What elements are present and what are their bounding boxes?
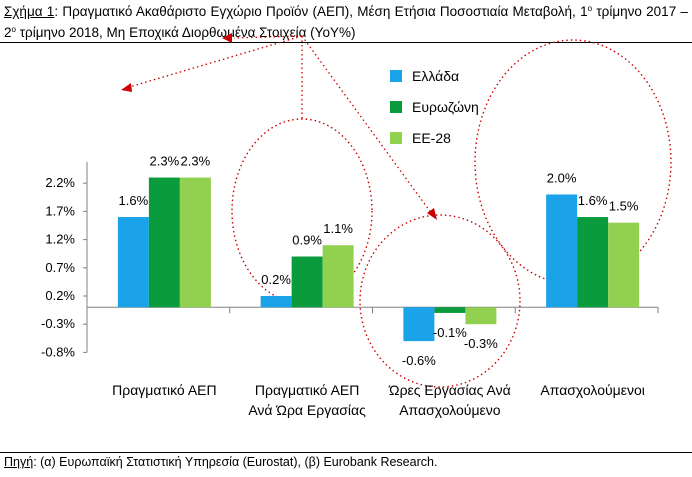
bar-2-3 [434, 307, 466, 313]
figure-caption: Σχήμα 1: Πραγματικό Ακαθάριστο Εγχώριο Π… [4, 1, 688, 43]
category-label: Πραγματικό ΑΕΠ [112, 382, 217, 398]
bar-1-1 [117, 217, 149, 308]
y-tick-label: -0.3% [41, 316, 75, 331]
legend-swatch [390, 70, 402, 82]
data-label: 0.2% [261, 272, 291, 287]
y-tick-label: -0.8% [41, 344, 75, 359]
caption-text-a: : Πραγματικό Ακαθάριστο Εγχώριο Προϊόν (… [54, 4, 588, 19]
legend-swatch [390, 132, 402, 144]
caption-text-c: τρίμηνο 2018, Μη Εποχικά Διορθωμένα Στοι… [15, 25, 356, 40]
data-label: 1.1% [323, 221, 353, 236]
annotation-ellipse [359, 214, 521, 388]
annotation-line [233, 35, 303, 39]
caption-text-b: τρίμηνο 2017 – 2 [4, 4, 688, 40]
y-tick-label: 1.7% [45, 203, 75, 218]
y-tick-label: 0.7% [45, 260, 75, 275]
category-label-line: Απασχολούμενοι [540, 382, 644, 398]
annotation-arrowhead [222, 33, 232, 43]
category-label: Πραγματικό ΑΕΠ Ανά Ώρα Εργασίας [248, 382, 366, 418]
annotation-line [125, 35, 303, 89]
category-label: Απασχολούμενοι [540, 382, 644, 398]
bar-3-3 [465, 307, 497, 325]
legend-swatch [390, 101, 402, 113]
caption-divider [0, 42, 692, 43]
category-label-line: Απασχολούμενο [399, 402, 501, 418]
bar-1-2 [260, 296, 292, 308]
legend-label: Ευρωζώνη [412, 99, 479, 115]
bar-3-1 [179, 177, 211, 308]
bar-2-2 [291, 256, 323, 308]
data-label: 1.6% [119, 193, 149, 208]
source-label: Πηγή [4, 455, 34, 469]
data-label: 2.0% [547, 170, 577, 185]
caption-sup-a: ο [587, 4, 593, 13]
category-label: Ώρες Εργασίας Ανά Απασχολούμενο [388, 382, 511, 418]
chart-bars [117, 177, 640, 342]
y-tick-label: 1.2% [45, 232, 75, 247]
chart-legend: Ελλάδα Ευρωζώνη ΕΕ-28 [390, 68, 479, 146]
data-label: 2.3% [181, 154, 211, 169]
annotation-line [301, 35, 433, 215]
data-label: 2.3% [150, 154, 180, 169]
caption-sup-b: ο [11, 25, 16, 34]
data-label: -0.1% [433, 325, 467, 340]
figure-source: Πηγή: (α) Ευρωπαϊκή Στατιστική Υπηρεσία … [4, 455, 437, 469]
y-tick-label: 0.2% [45, 288, 75, 303]
legend-label: Ελλάδα [412, 68, 459, 84]
category-label-line: Ανά Ώρα Εργασίας [248, 402, 366, 418]
caption-label: Σχήμα 1 [4, 4, 55, 19]
bar-2-1 [148, 177, 180, 308]
data-label: 1.5% [609, 199, 639, 214]
data-label: -0.6% [402, 353, 436, 368]
bar-3-2 [322, 245, 354, 308]
category-label-line: Ώρες Εργασίας Ανά [388, 382, 511, 398]
bar-2-4 [577, 217, 609, 308]
annotation-arrowhead [121, 83, 132, 92]
category-label-line: Πραγματικό ΑΕΠ [112, 382, 217, 398]
chart-category-labels: Πραγματικό ΑΕΠ Πραγματικό ΑΕΠ Ανά Ώρα Εργα… [112, 382, 645, 418]
category-label-line: Πραγματικό ΑΕΠ [255, 382, 360, 398]
data-label: 0.9% [292, 233, 322, 248]
annotation-ellipse [474, 39, 672, 285]
chart-data-labels: 1.6% 2.3% 2.3% 0.2% 0.9%1.1% -0.6% -0.1%-0.3% 2… [119, 154, 639, 369]
y-tick-label: 2.2% [45, 175, 75, 190]
bar-1-4 [546, 194, 578, 308]
bar-1-3 [403, 307, 435, 342]
legend-label: ΕΕ-28 [412, 130, 451, 146]
data-label: -0.3% [464, 336, 498, 351]
bar-chart: 2.2%1.7%1.2%0.7%0.2%-0.3%-0.8% 1.6%2.3% 2… [41, 33, 672, 418]
annotation-arrowhead [427, 208, 437, 220]
annotation-layer [121, 33, 672, 388]
annotation-ellipse [231, 118, 373, 304]
bar-3-4 [608, 222, 640, 308]
data-label: 1.6% [578, 193, 608, 208]
source-text: : (α) Ευρωπαϊκή Στατιστική Υπηρεσία (Eur… [33, 455, 438, 469]
source-divider [0, 452, 692, 453]
